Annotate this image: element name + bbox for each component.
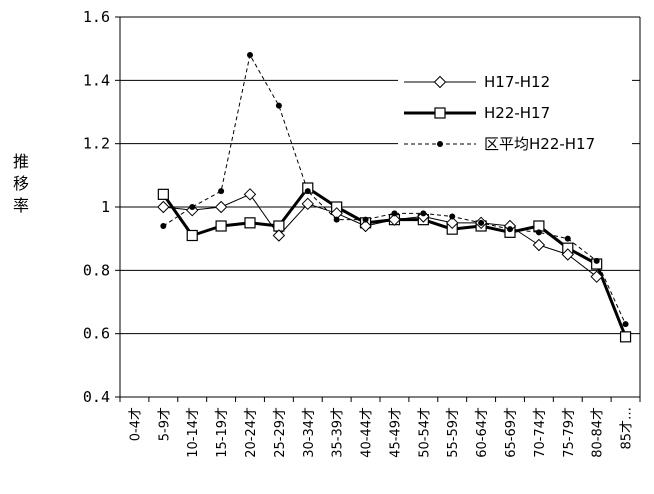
- data-point-dot: [160, 223, 167, 229]
- legend-label-h22-h17: H22-H17: [484, 104, 550, 122]
- gridlines: [120, 16, 640, 335]
- data-point-dot: [420, 210, 427, 217]
- data-point-diamond: [214, 200, 228, 214]
- data-point-dot: [622, 321, 629, 328]
- data-point-dot: [437, 141, 443, 147]
- data-point-square: [157, 188, 169, 200]
- x-tick-label: 20-24才: [244, 407, 259, 458]
- y-tick-label: 1.6: [83, 8, 110, 26]
- data-point-dot: [218, 188, 225, 195]
- x-tick-label: 60-64才: [475, 407, 490, 458]
- data-point-diamond: [157, 200, 170, 214]
- x-tick-label: 0-4才: [128, 407, 143, 441]
- y-tick-label: 0.6: [83, 325, 110, 343]
- data-point-diamond: [590, 270, 603, 283]
- data-point-dot: [304, 188, 311, 195]
- data-point-dot: [362, 216, 369, 223]
- data-point-diamond: [433, 75, 447, 89]
- series-lines: [157, 52, 632, 343]
- data-point-dot: [275, 102, 282, 109]
- legend-label-h17-h12: H17-H12: [484, 73, 550, 91]
- x-tick-label: 5-9才: [157, 407, 172, 441]
- data-point-dot: [478, 219, 485, 226]
- data-point-diamond: [446, 216, 459, 230]
- legend-label-ward-average: 区平均H22-H17: [484, 135, 595, 153]
- y-axis-label-char: 移: [13, 174, 29, 193]
- y-axis-label: 推移率: [13, 152, 29, 215]
- data-point-dot: [189, 204, 196, 210]
- data-point-dot: [593, 257, 600, 264]
- data-point-square: [619, 331, 632, 343]
- x-tick-label: 50-54才: [417, 407, 432, 458]
- x-tick-label: 45-49才: [388, 407, 403, 458]
- data-point-diamond: [359, 219, 372, 233]
- data-point-dot: [391, 210, 398, 217]
- series-line-0: [163, 193, 597, 278]
- data-point-diamond: [301, 197, 314, 211]
- y-tick-label: 0.4: [83, 388, 110, 406]
- series-line-1: [162, 186, 627, 338]
- data-point-dot: [247, 52, 253, 58]
- y-tick-label: 1.2: [83, 135, 110, 153]
- data-point-diamond: [243, 188, 257, 201]
- x-tick-label: 15-19才: [215, 407, 230, 458]
- data-point-dot: [333, 216, 340, 223]
- x-tick-label: 40-44才: [360, 407, 375, 458]
- data-point-diamond: [272, 229, 286, 242]
- series-line-2: [163, 54, 627, 325]
- x-tick-label: 80-84才: [591, 407, 606, 458]
- x-tick-labels: 0-4才 5-9才 10-14才 15-19才 20-24才 25-29才 30-34才 35…: [128, 407, 634, 458]
- y-tick-labels: 0.4 0.6 0.8 1 1.2 1.4 1.6: [83, 8, 110, 406]
- y-tick-label: 1.4: [83, 71, 110, 89]
- y-axis-label-char: 率: [13, 196, 29, 215]
- data-point-diamond: [532, 238, 546, 252]
- data-point-dot: [535, 229, 542, 236]
- data-point-dot: [564, 235, 571, 242]
- x-tick-label: 55-59才: [446, 407, 461, 458]
- data-point-diamond: [561, 248, 574, 261]
- x-tick-label: 70-74才: [533, 407, 548, 458]
- y-tick-label: 0.8: [83, 261, 110, 279]
- x-tick-label: 85才…: [620, 407, 635, 450]
- data-point-square: [215, 220, 227, 232]
- x-tick-label: 65-69才: [504, 407, 519, 458]
- data-point-square: [186, 229, 198, 242]
- x-tick-label: 25-29才: [273, 407, 288, 458]
- x-tick-label: 75-79才: [562, 407, 577, 458]
- x-tick-label: 10-14才: [186, 407, 201, 458]
- legend: H17-H12 H22-H17 区平均H22-H17: [398, 65, 632, 165]
- data-point-square: [244, 217, 256, 229]
- data-point-dot: [449, 213, 456, 220]
- x-tick-label: 35-39才: [331, 407, 346, 458]
- axes: [115, 16, 641, 402]
- y-tick-label: 1: [101, 198, 110, 216]
- data-point-diamond: [388, 213, 401, 226]
- data-point-square: [434, 107, 446, 119]
- data-point-dot: [507, 226, 513, 233]
- x-tick-label: 30-34才: [302, 407, 317, 458]
- y-axis-label-char: 推: [13, 152, 29, 171]
